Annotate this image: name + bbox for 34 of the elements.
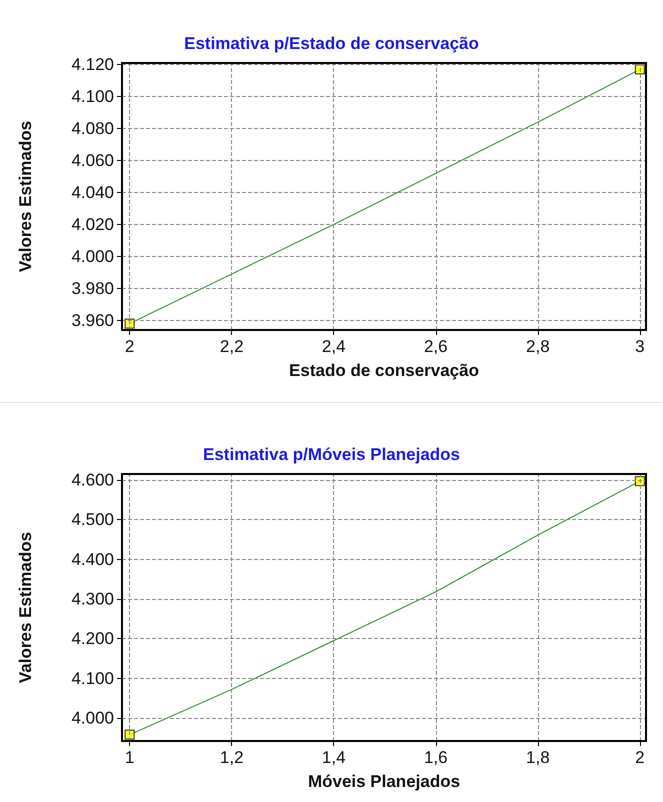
y-tick-label: 4.060 [71,151,114,170]
x-tick-label: 2 [124,337,134,356]
chart-title: Estimativa p/Estado de conservação [184,34,479,53]
y-tick-label: 4.100 [71,668,114,688]
x-tick-label: 3 [635,337,645,356]
y-tick-label: 4.400 [71,550,114,569]
y-tick-label: 4.080 [71,119,114,138]
x-tick-label: 1,6 [424,748,448,767]
x-tick-label: 1,8 [526,748,550,767]
x-tick-label: 2,6 [424,337,448,356]
x-tick-label: 1,4 [322,748,346,767]
y-tick-label: 4.000 [71,708,114,728]
y-axis-title: Valores Estimados [16,120,35,272]
x-tick-label: 2,4 [322,337,346,356]
x-tick-label: 2,8 [526,337,550,356]
chart-title: Estimativa p/Móveis Planejados [203,445,460,464]
x-tick-label: 2,2 [220,337,244,356]
y-tick-label: 4.500 [71,510,114,530]
y-tick-label: 4.040 [71,183,114,202]
y-tick-label: 3.960 [71,310,114,330]
x-axis-title: Móveis Planejados [308,772,460,791]
y-tick-label: 4.100 [71,87,114,106]
y-tick-label: 4.000 [71,246,114,266]
y-tick-label: 4.020 [71,214,114,234]
y-tick-label: 3.980 [71,278,114,298]
y-tick-label: 4.120 [71,55,114,74]
y-tick-label: 4.300 [71,589,114,608]
x-tick-label: 1 [124,748,134,767]
x-axis-title: Estado de conservação [289,361,479,380]
x-tick-label: 2 [635,748,645,767]
y-tick-label: 4.200 [71,629,114,648]
y-tick-label: 4.600 [71,470,114,490]
y-axis-title: Valores Estimados [16,532,35,684]
x-tick-label: 1,2 [220,748,244,767]
